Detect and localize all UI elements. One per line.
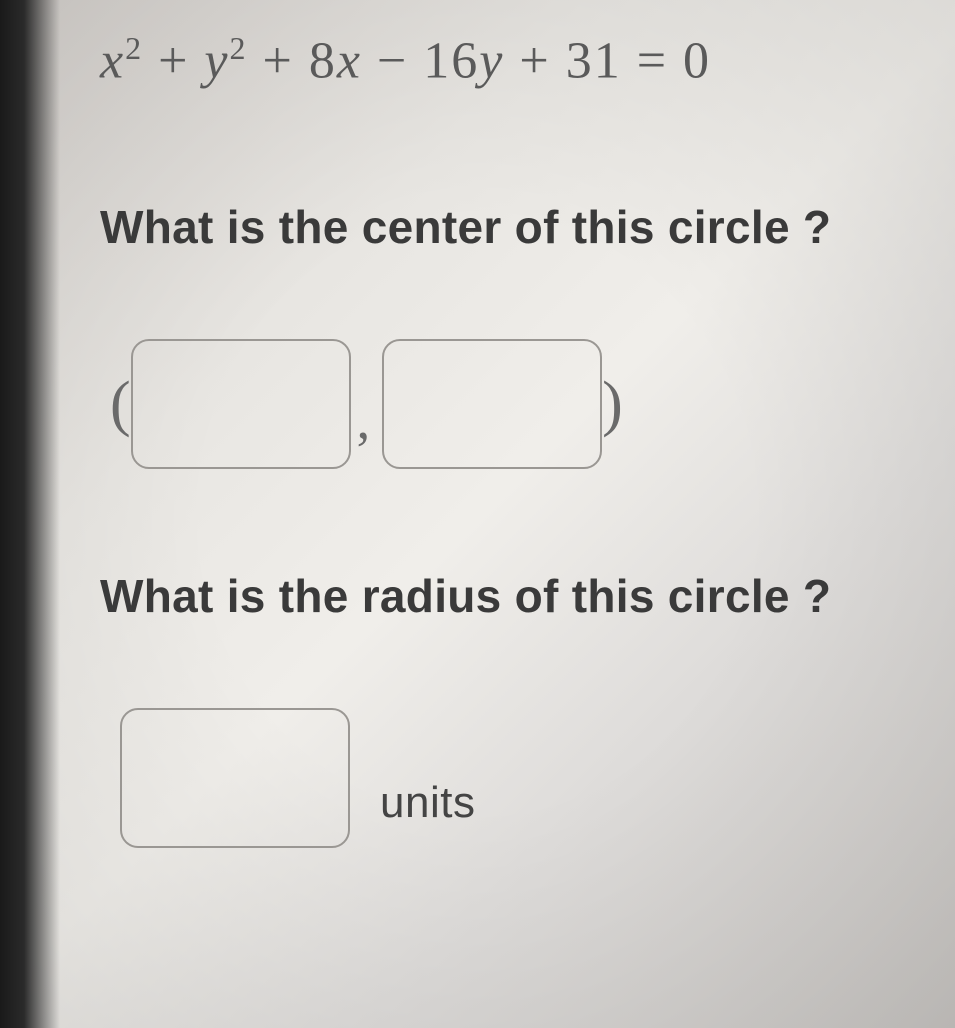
radius-input-row: units (120, 708, 935, 848)
center-x-input[interactable] (131, 339, 351, 469)
question-radius: What is the radius of this circle ? (100, 569, 935, 623)
comma-separator: , (357, 389, 371, 469)
radius-input[interactable] (120, 708, 350, 848)
units-label: units (380, 778, 475, 848)
circle-equation: x2 + y2 + 8x − 16y + 31 = 0 (100, 30, 935, 90)
open-paren: ( (110, 369, 131, 440)
close-paren: ) (602, 369, 623, 440)
center-y-input[interactable] (382, 339, 602, 469)
question-center: What is the center of this circle ? (100, 200, 935, 254)
center-coordinate-input-row: ( , ) (110, 339, 935, 469)
